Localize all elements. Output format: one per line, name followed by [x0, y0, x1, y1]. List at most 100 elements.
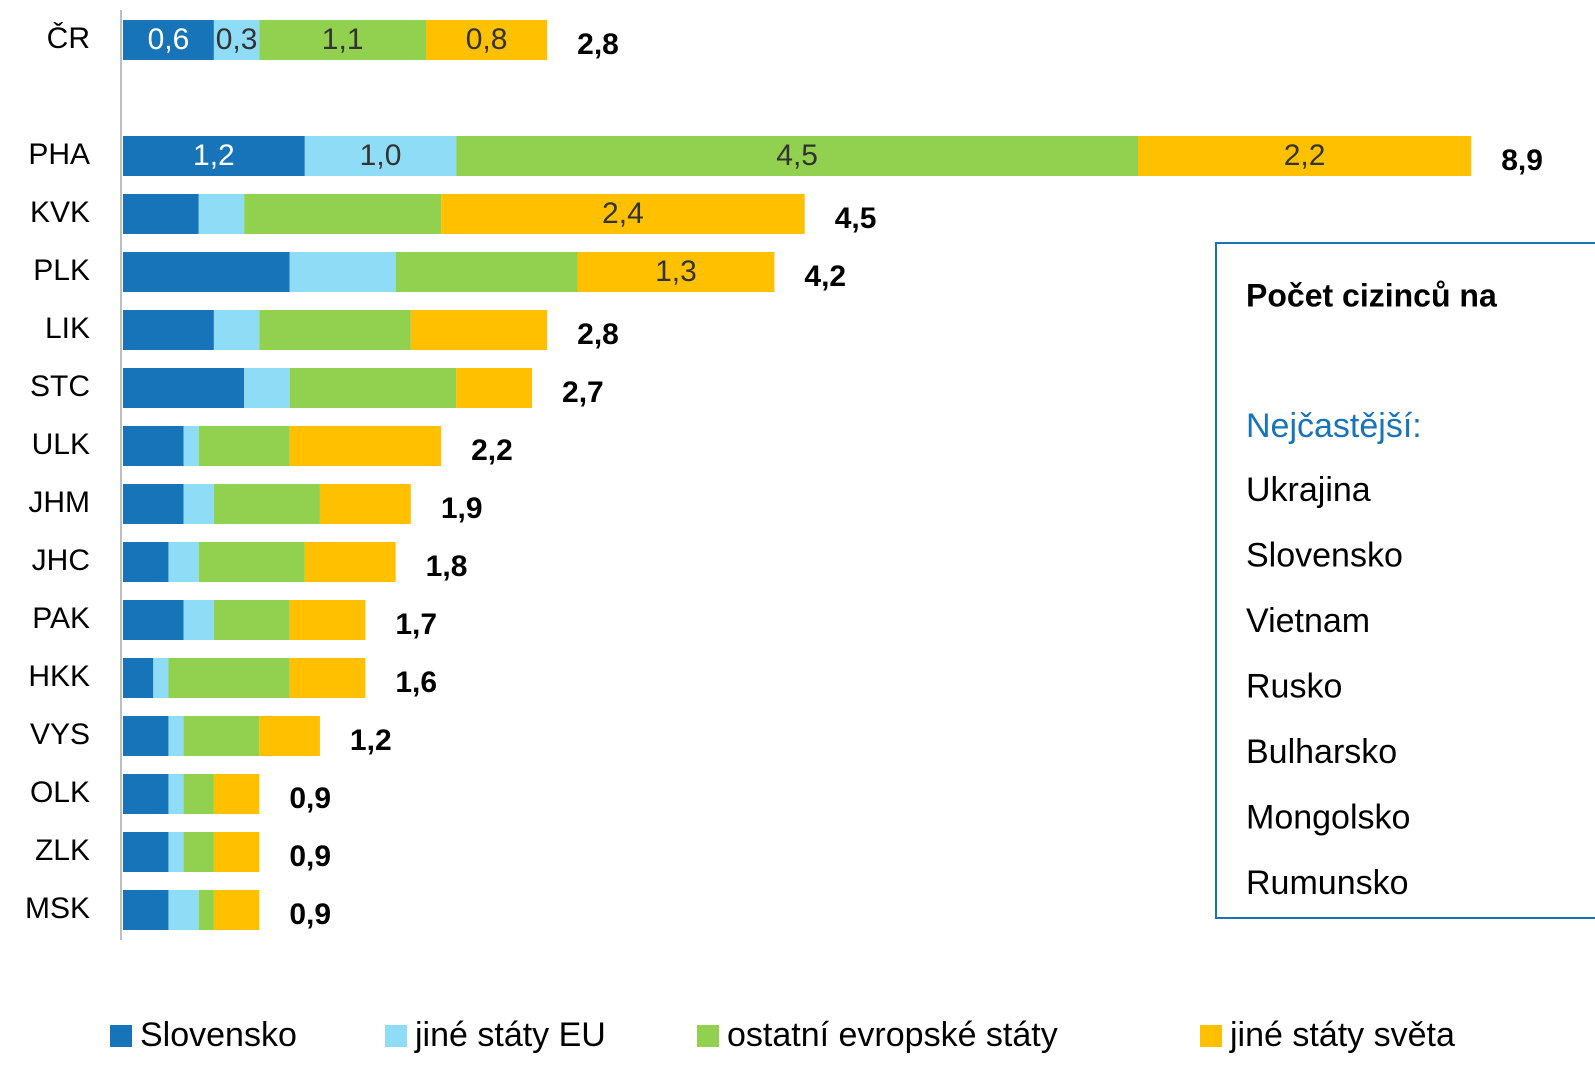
bar-segment [123, 252, 290, 292]
segment-label: 1,0 [360, 139, 402, 172]
bar-segment [289, 368, 457, 408]
legend-label: Slovensko [140, 1016, 297, 1054]
annotation-box [1215, 242, 1595, 919]
y-tick-label: PLK [33, 254, 90, 287]
segment-label: 1,1 [322, 23, 364, 56]
annotation-subtitle: Nejčastější: [1246, 407, 1422, 445]
total-label: 0,9 [289, 898, 331, 931]
segment-label: 4,5 [776, 139, 818, 172]
legend-swatch [1200, 1025, 1222, 1047]
bar-segment [198, 194, 245, 234]
bar-segment [123, 310, 214, 350]
bar-segment [168, 774, 184, 814]
segment-label: 2,4 [602, 197, 644, 230]
y-tick-label: JHC [32, 544, 90, 577]
legend-label: jiné státy EU [414, 1016, 606, 1054]
total-label: 4,5 [835, 202, 877, 235]
total-label: 2,8 [577, 318, 619, 351]
legend-label: ostatní evropské státy [727, 1016, 1058, 1054]
bar-segment [289, 658, 366, 698]
bar-segment [123, 832, 169, 872]
bar-segment [123, 20, 214, 60]
bar-segment [123, 600, 184, 640]
y-tick-label: KVK [30, 196, 90, 229]
segment-label: 0,6 [148, 23, 190, 56]
bar-segment [213, 890, 260, 930]
annotation-title: Počet cizinců na [1246, 277, 1497, 313]
bar-segment [123, 716, 169, 756]
total-label: 1,6 [395, 666, 437, 699]
legend-swatch [110, 1025, 132, 1047]
y-tick-label: JHM [28, 486, 90, 519]
bar-segment [456, 136, 1138, 176]
bar-segment [259, 716, 320, 756]
bar-segment [304, 136, 457, 176]
segment-label: 1,2 [193, 139, 235, 172]
bar-segment [183, 484, 214, 524]
bar-segment [213, 310, 260, 350]
bar-segment [123, 542, 169, 582]
y-tick-label: HKK [28, 660, 90, 693]
total-label: 4,2 [804, 260, 846, 293]
bar-segment [123, 774, 169, 814]
annotation-item: Ukrajina [1246, 471, 1371, 509]
bar-segment [183, 426, 199, 466]
legend-swatch [697, 1025, 719, 1047]
bar-segment [198, 426, 290, 466]
bar-segment [123, 136, 305, 176]
bar-segment [198, 890, 214, 930]
total-label: 0,9 [289, 782, 331, 815]
bar-segment [456, 368, 533, 408]
annotation-item: Mongolsko [1246, 798, 1410, 836]
bar-segment [123, 890, 169, 930]
bar-segment [198, 542, 305, 582]
annotation-item: Bulharsko [1246, 733, 1397, 771]
segment-label: 1,3 [655, 255, 697, 288]
total-label: 2,7 [562, 376, 604, 409]
total-label: 1,7 [395, 608, 437, 641]
y-tick-label: STC [30, 370, 90, 403]
annotation-item: Rusko [1246, 667, 1342, 705]
bar-segment [168, 542, 199, 582]
y-tick-label: LIK [45, 312, 90, 345]
bar-segment [213, 774, 260, 814]
bar-segment [168, 832, 184, 872]
bar-segment [319, 484, 411, 524]
bar-segment [1137, 136, 1472, 176]
y-tick-label: MSK [25, 892, 90, 925]
bar-segment [259, 310, 411, 350]
total-label: 2,2 [471, 434, 513, 467]
bar-segment [123, 368, 245, 408]
bar-segment [425, 20, 548, 60]
bar-segment [183, 600, 214, 640]
bar-segment [168, 716, 184, 756]
bar-segment [395, 252, 578, 292]
y-tick-label: ČR [47, 21, 90, 55]
bar-segment [441, 194, 805, 234]
bar-segment [183, 716, 260, 756]
bar-segment [123, 426, 184, 466]
bar-segment [123, 658, 154, 698]
y-tick-label: OLK [30, 776, 90, 809]
bar-segment [183, 774, 214, 814]
bar-segment [244, 194, 442, 234]
y-tick-label: VYS [30, 718, 90, 751]
total-label: 1,9 [441, 492, 483, 525]
bar-segment [153, 658, 169, 698]
bar-segment [410, 310, 548, 350]
total-label: 0,9 [289, 840, 331, 873]
total-label: 2,8 [577, 28, 619, 61]
segment-label: 0,3 [216, 23, 258, 56]
bar-segment [289, 426, 442, 466]
bar-segment [183, 832, 214, 872]
legend-swatch [385, 1025, 407, 1047]
bar-segment [289, 600, 366, 640]
bar-segment [213, 832, 260, 872]
annotation-item: Slovensko [1246, 536, 1403, 574]
bar-segment [123, 194, 199, 234]
bar-segment [168, 890, 199, 930]
bar-segment [577, 252, 775, 292]
bar-segment [168, 658, 290, 698]
segment-label: 2,2 [1284, 139, 1326, 172]
bar-segment [289, 252, 396, 292]
